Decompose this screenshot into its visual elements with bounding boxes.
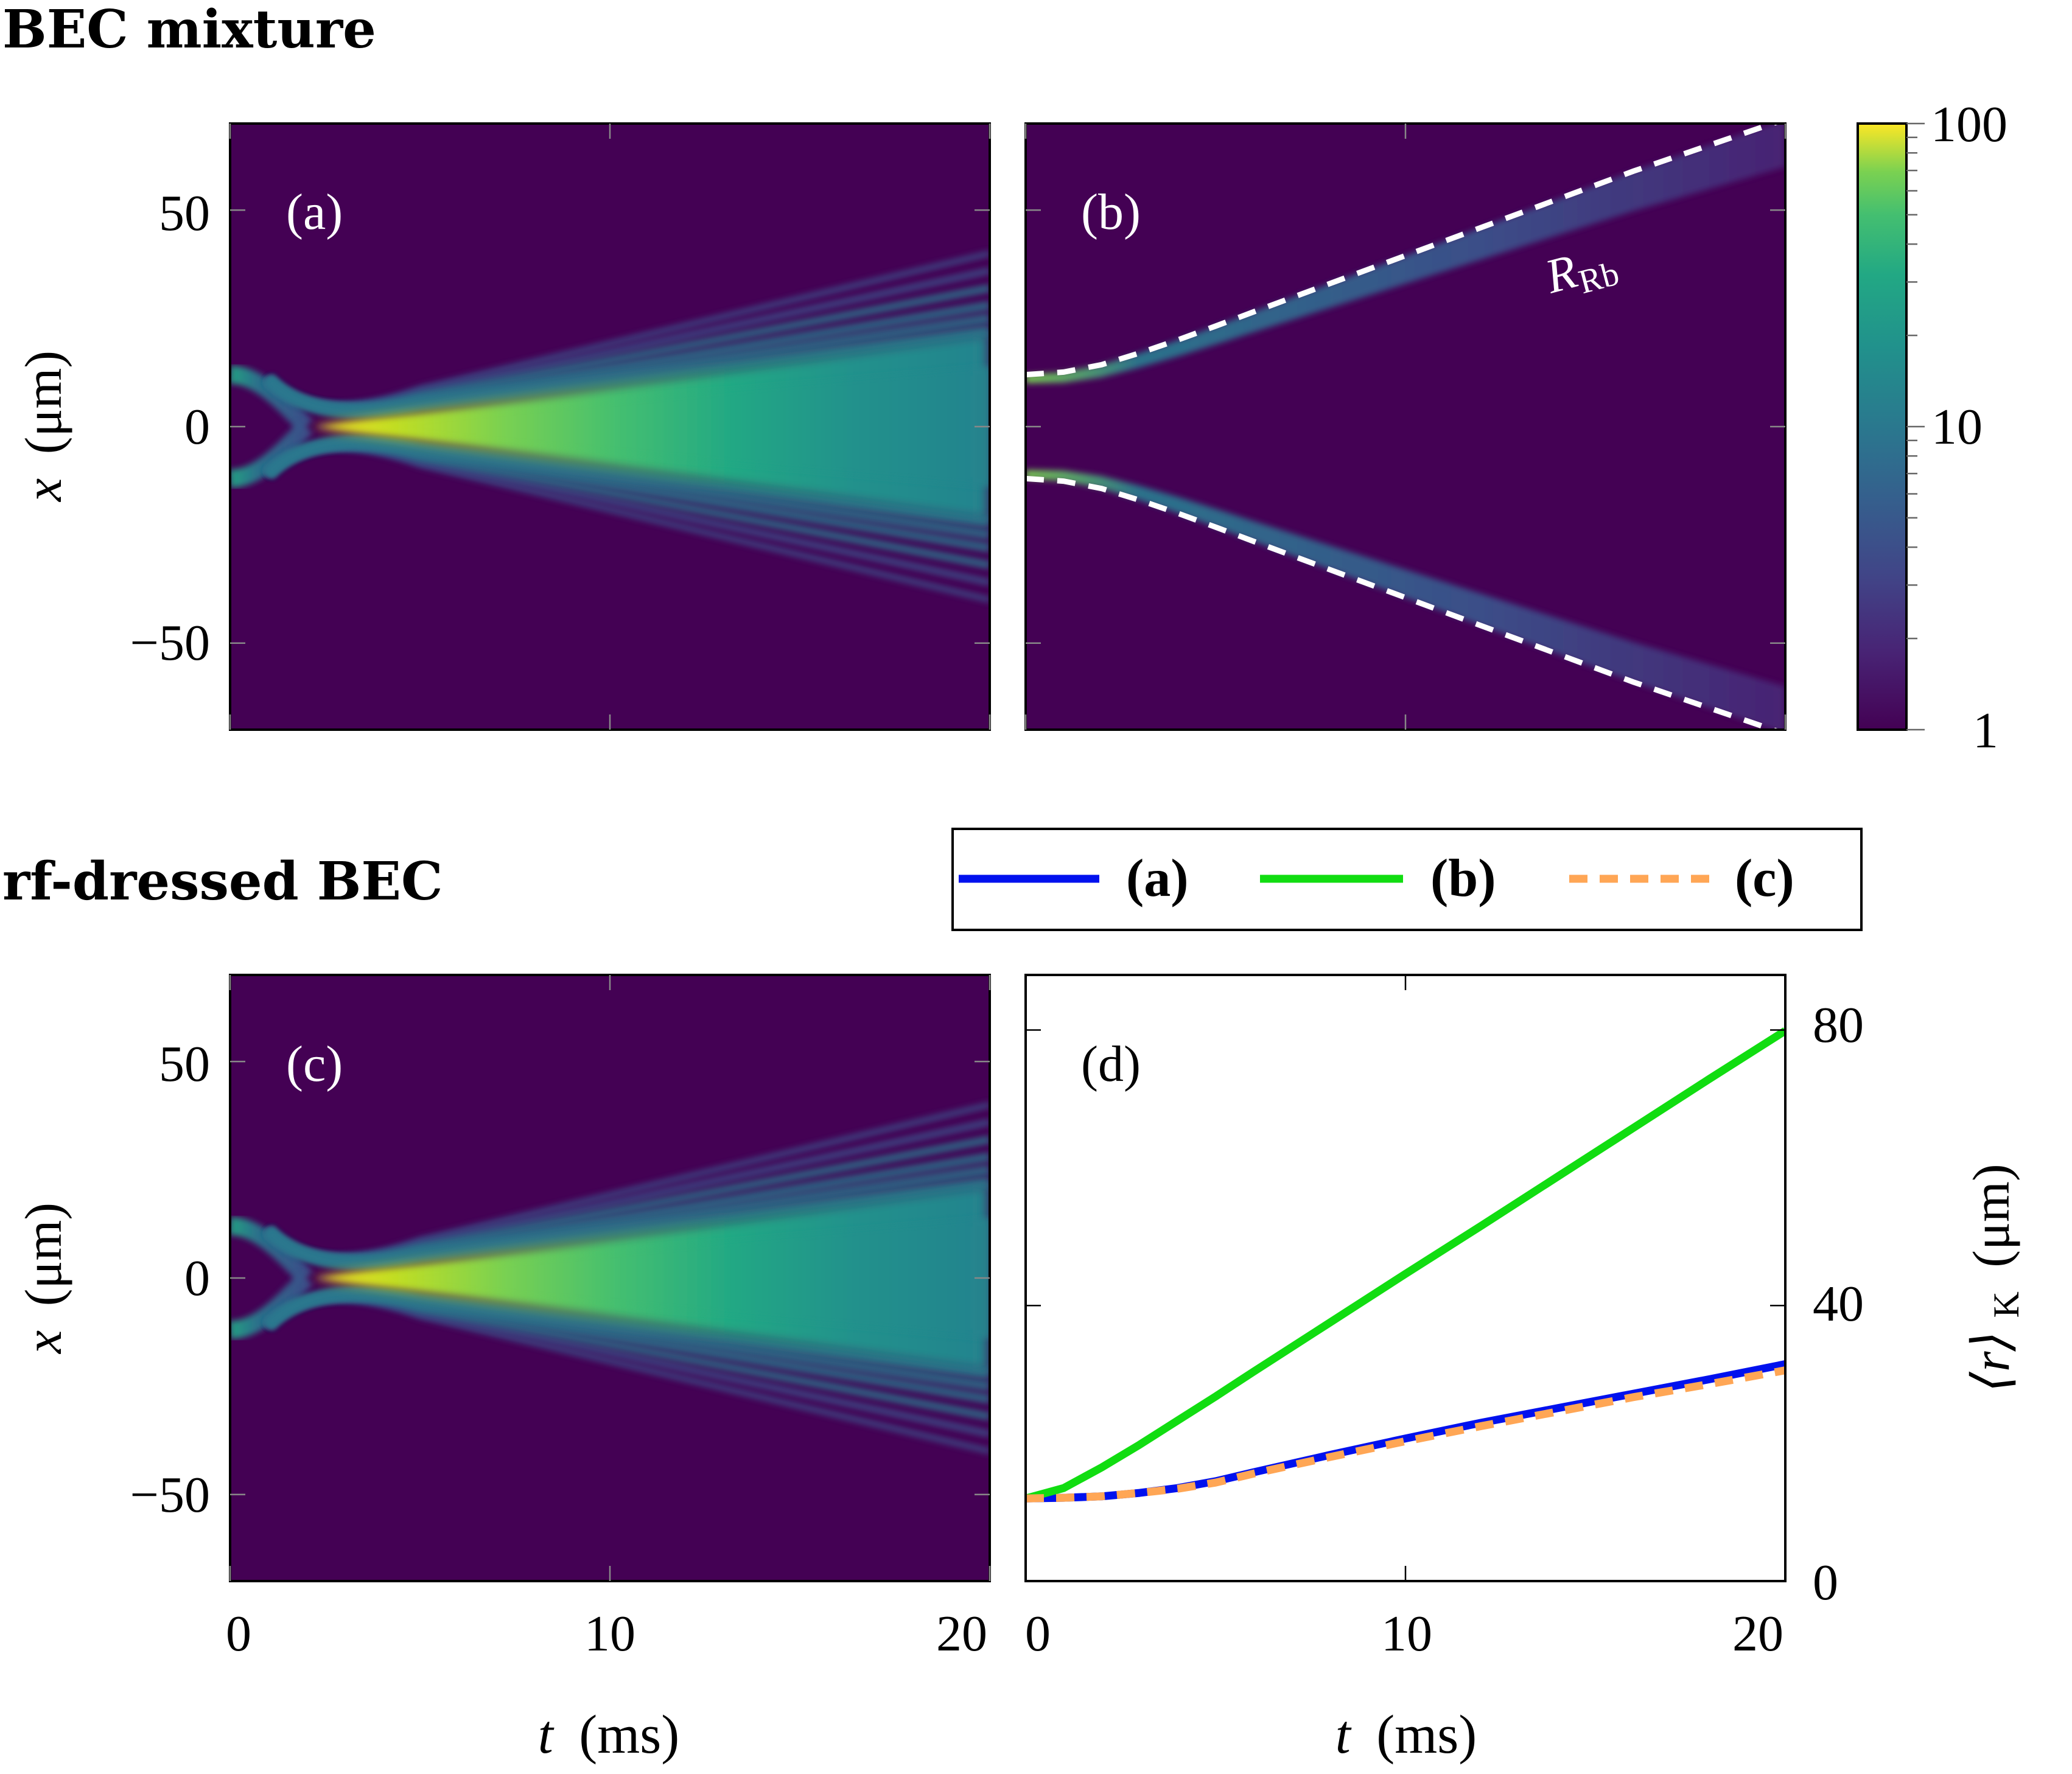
colorbar-gradient xyxy=(1858,124,1906,730)
panel-c-ytick-50: 50 xyxy=(159,1036,210,1092)
panel-c-ytick-0: 0 xyxy=(184,1250,210,1307)
panel-a-ytick-0: 0 xyxy=(184,399,210,455)
panel-a-ytick-minus50: −50 xyxy=(130,615,210,671)
panel-d-ytick-40: 40 xyxy=(1813,1276,1864,1332)
central-core xyxy=(313,1217,990,1339)
colorbar: 100 10 1 xyxy=(1857,96,2007,759)
panel-d-ytick-0: 0 xyxy=(1813,1554,1838,1611)
panel-d-ytick-80: 80 xyxy=(1813,997,1864,1053)
legend: (a) (b) (c) xyxy=(951,828,1863,931)
panel-b-label: (b) xyxy=(1081,184,1141,240)
fringe-streak xyxy=(264,1286,990,1380)
colorbar-label-10: 10 xyxy=(1931,399,1983,455)
panel-c-ylabel-var: x xyxy=(14,1330,72,1355)
panel-c: (c) 50 0 −50 0 10 20 t (ms) x (μm) xyxy=(14,974,991,1765)
panel-a-ytick-50: 50 xyxy=(159,185,210,242)
panel-d-ylabel-unit: (μm) xyxy=(1962,1164,2020,1267)
panel-d: (d) 80 40 0 0 10 20 t (ms) ⟨r⟩ K (μm) xyxy=(1024,974,2030,1765)
panel-a: (a) 50 0 −50 x (μm) xyxy=(14,122,991,731)
heading-rf-dressed-bec: rf-dressed BEC xyxy=(2,851,443,912)
legend-label-c: (c) xyxy=(1735,849,1794,908)
lower-arm xyxy=(230,420,313,488)
panel-d-xtick-20: 20 xyxy=(1732,1605,1783,1662)
panel-d-ylabel-var: ⟨r⟩ xyxy=(1962,1331,2020,1392)
panel-d-ylabel-sub: K xyxy=(1986,1291,2026,1318)
panel-b-background xyxy=(1026,124,1785,730)
panel-d-xtick-10: 10 xyxy=(1381,1605,1432,1662)
panel-a-label: (a) xyxy=(286,184,343,240)
upper-arm xyxy=(230,1217,313,1285)
panel-c-xlabel-unit: (ms) xyxy=(579,1705,679,1765)
legend-label-a: (a) xyxy=(1126,849,1189,908)
colorbar-label-1: 1 xyxy=(1973,702,1998,759)
panel-d-xlabel-unit: (ms) xyxy=(1376,1705,1477,1765)
colorbar-label-100: 100 xyxy=(1931,96,2007,153)
panel-d-lines xyxy=(1026,1027,1785,1503)
panel-c-xlabel-var: t xyxy=(538,1705,555,1765)
line-series-a xyxy=(1026,1360,1785,1503)
panel-b-annotation-r-rb: R Rb xyxy=(1539,245,1623,304)
panel-c-ticks xyxy=(229,975,991,1581)
panel-c-density xyxy=(230,1102,990,1454)
panel-d-ticks xyxy=(1024,975,1787,1582)
panel-c-xtick-0: 0 xyxy=(226,1605,251,1662)
panel-a-ylabel-var: x xyxy=(14,478,72,503)
svg-text:x (μm): x (μm) xyxy=(14,351,72,503)
panel-d-xlabel-var: t xyxy=(1335,1705,1352,1765)
panel-d-xtick-0: 0 xyxy=(1025,1605,1051,1662)
lower-arm xyxy=(230,1271,313,1339)
panel-b-density xyxy=(1026,124,1785,730)
colorbar-ticks xyxy=(1906,122,1925,731)
panel-a-density xyxy=(230,250,990,603)
central-core xyxy=(313,366,990,487)
upper-branch xyxy=(1026,124,1785,383)
panel-c-ylabel-unit: (μm) xyxy=(14,1203,72,1306)
line-series-b xyxy=(1026,1027,1785,1503)
panel-a-ylabel: x (μm) xyxy=(14,351,72,503)
fringe-streak xyxy=(264,325,990,419)
heading-bec-mixture: BEC mixture xyxy=(2,0,376,60)
legend-label-b: (b) xyxy=(1430,849,1496,908)
panel-c-xtick-20: 20 xyxy=(936,1605,987,1662)
lower-branch xyxy=(1026,470,1785,730)
panel-c-ylabel: x (μm) xyxy=(14,1203,72,1355)
panel-b-ticks xyxy=(1024,124,1787,730)
panel-d-xlabel: t (ms) xyxy=(1335,1705,1477,1765)
panel-c-xtick-10: 10 xyxy=(584,1605,635,1662)
upper-arm xyxy=(230,365,313,433)
panel-d-ylabel: ⟨r⟩ K (μm) xyxy=(1962,1164,2030,1392)
legend-box xyxy=(951,828,1863,931)
panel-d-label: (d) xyxy=(1081,1036,1141,1092)
fringe-streak xyxy=(264,1176,990,1270)
panel-c-xlabel: t (ms) xyxy=(538,1705,680,1765)
panel-a-ylabel-unit: (μm) xyxy=(14,351,72,454)
panel-a-ticks xyxy=(229,124,991,730)
svg-text:⟨r⟩ K (μm): ⟨r⟩ K (μm) xyxy=(1962,1164,2030,1392)
panel-b: (b) R Rb xyxy=(1024,122,1787,731)
panel-c-label: (c) xyxy=(286,1036,343,1092)
svg-text:x (μm): x (μm) xyxy=(14,1203,72,1355)
fringe-streak xyxy=(264,435,990,528)
panel-c-ytick-minus50: −50 xyxy=(130,1467,210,1523)
